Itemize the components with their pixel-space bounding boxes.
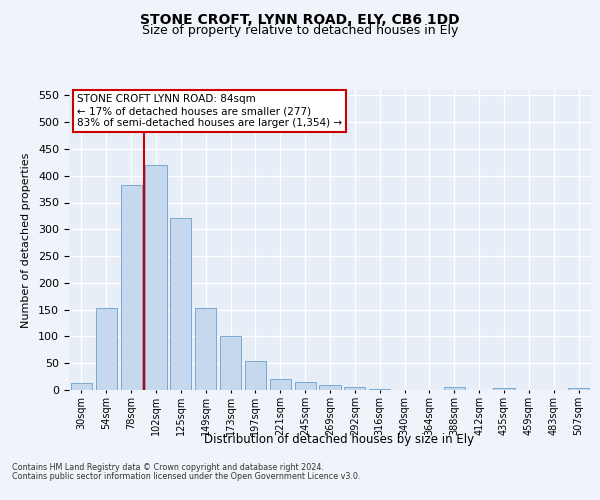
Bar (71, 382, 92, 390)
Bar (319, 385, 341, 390)
Bar (444, 388, 465, 390)
Text: STONE CROFT, LYNN ROAD, ELY, CB6 1DD: STONE CROFT, LYNN ROAD, ELY, CB6 1DD (140, 12, 460, 26)
Bar (170, 218, 191, 390)
Bar (270, 380, 291, 390)
Text: Distribution of detached houses by size in Ely: Distribution of detached houses by size … (204, 432, 474, 446)
Bar (493, 388, 515, 390)
Text: STONE CROFT LYNN ROAD: 84sqm
← 17% of detached houses are smaller (277)
83% of s: STONE CROFT LYNN ROAD: 84sqm ← 17% of de… (77, 94, 342, 128)
Bar (121, 185, 142, 390)
Bar (220, 336, 241, 390)
Bar (568, 388, 589, 390)
Text: Contains HM Land Registry data © Crown copyright and database right 2024.: Contains HM Land Registry data © Crown c… (12, 462, 324, 471)
Bar (195, 308, 216, 390)
Text: Size of property relative to detached houses in Ely: Size of property relative to detached ho… (142, 24, 458, 37)
Bar (369, 389, 390, 390)
Bar (145, 165, 167, 390)
Y-axis label: Number of detached properties: Number of detached properties (21, 152, 31, 328)
Text: Contains public sector information licensed under the Open Government Licence v3: Contains public sector information licen… (12, 472, 361, 481)
Bar (96, 308, 117, 390)
Bar (344, 388, 365, 390)
Bar (245, 360, 266, 390)
Bar (295, 382, 316, 390)
